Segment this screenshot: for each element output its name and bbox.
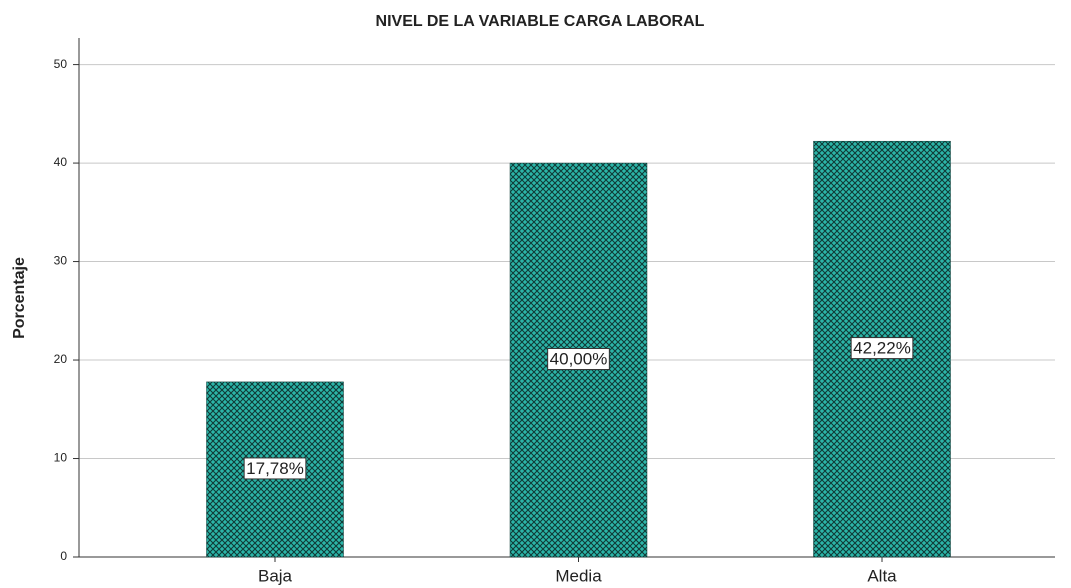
x-tick-label: Media bbox=[555, 566, 602, 585]
y-tick-label: 30 bbox=[54, 254, 68, 268]
y-tick-label: 10 bbox=[54, 451, 68, 465]
y-tick-label: 40 bbox=[54, 155, 68, 169]
y-axis-title: Porcentaje bbox=[11, 257, 28, 339]
y-tick-label: 20 bbox=[54, 352, 68, 366]
chart-title: NIVEL DE LA VARIABLE CARGA LABORAL bbox=[376, 13, 705, 30]
value-label-box bbox=[547, 348, 610, 371]
x-tick-label: Baja bbox=[258, 566, 293, 585]
y-tick-label: 50 bbox=[54, 57, 68, 71]
x-tick-label: Alta bbox=[867, 566, 897, 585]
value-label: 40,00% bbox=[550, 350, 608, 369]
value-label: 17,78% bbox=[246, 459, 304, 478]
value-label: 42,22% bbox=[853, 339, 911, 358]
y-tick-label: 0 bbox=[60, 549, 67, 563]
value-label-box bbox=[243, 457, 307, 480]
value-label-box bbox=[850, 337, 914, 360]
